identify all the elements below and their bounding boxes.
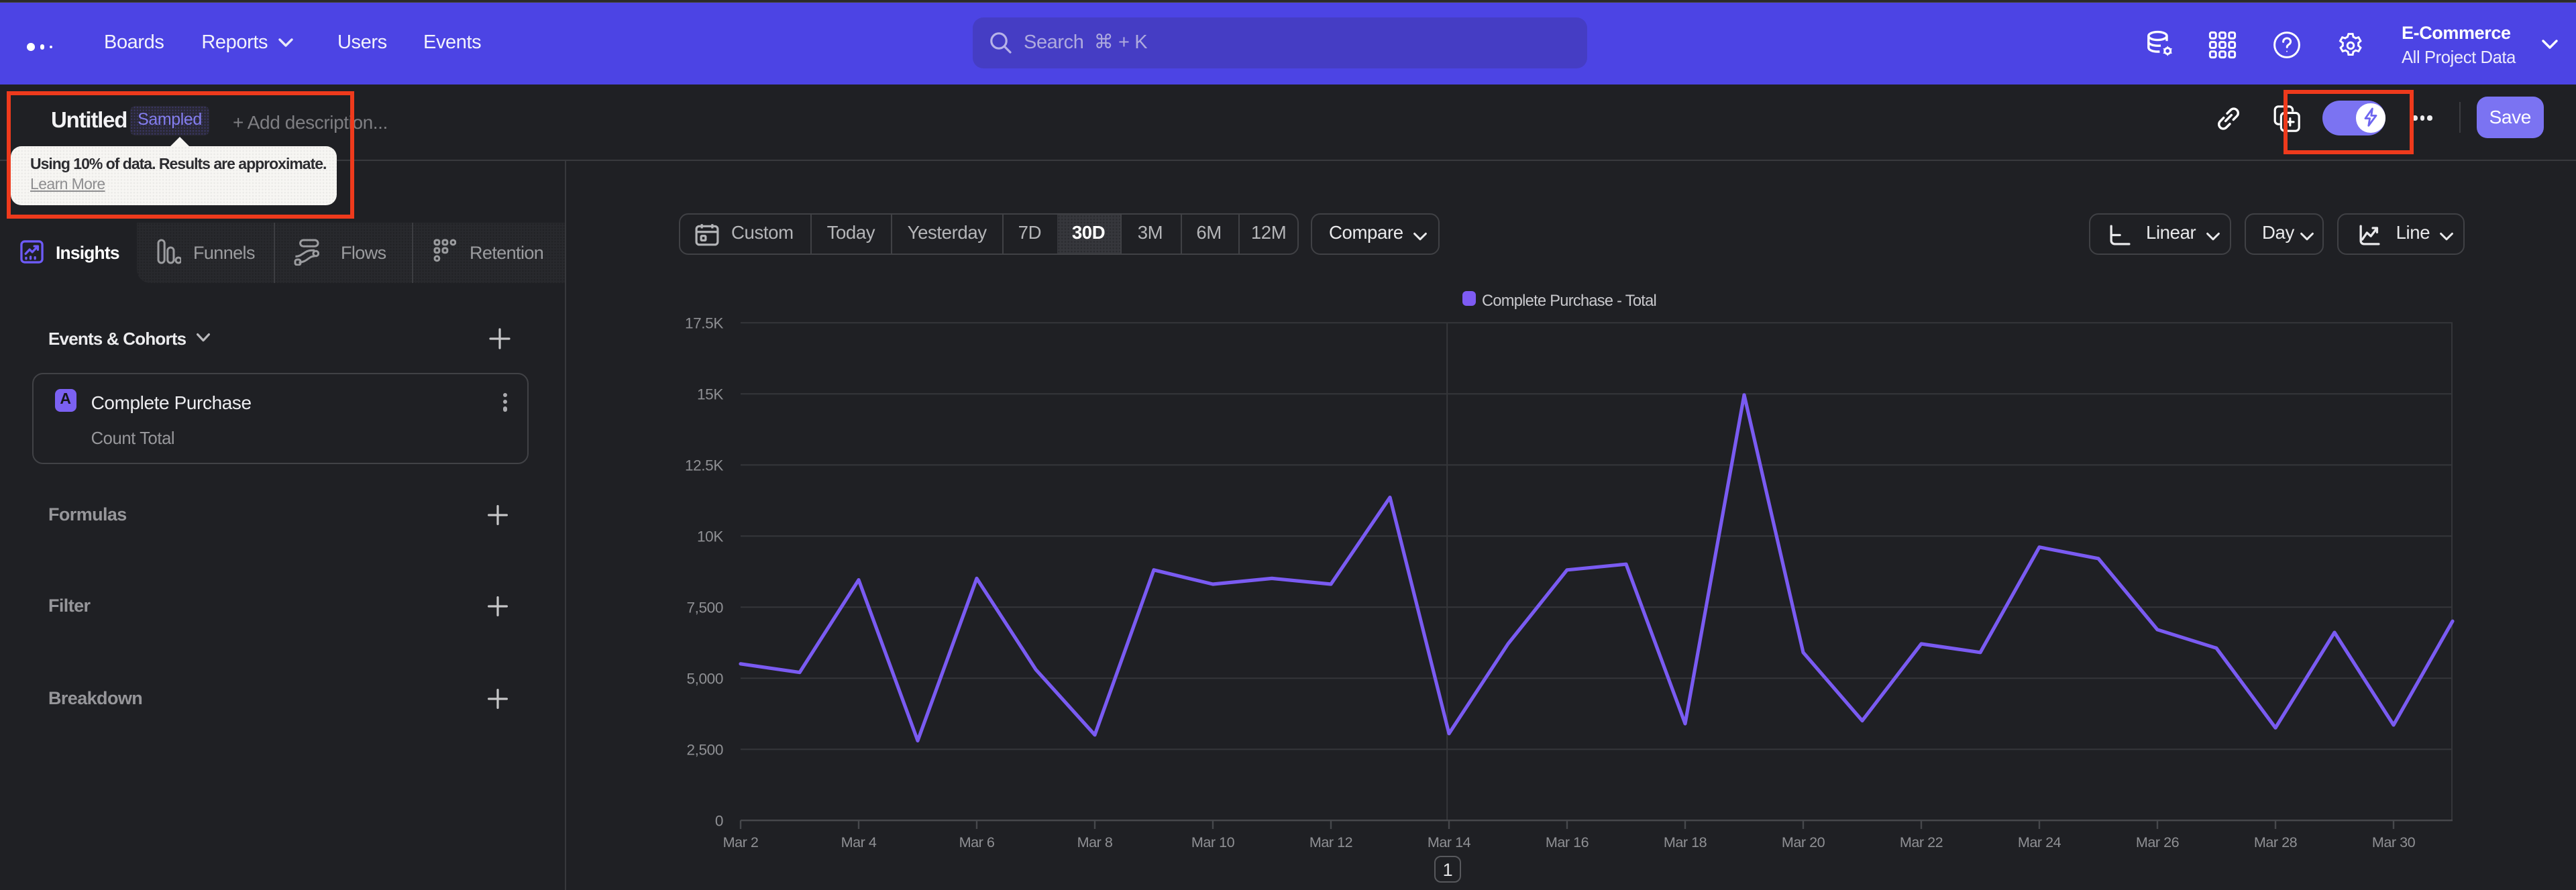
svg-text:Mar 26: Mar 26 <box>2136 834 2180 850</box>
svg-text:Mar 22: Mar 22 <box>1900 834 1943 850</box>
svg-text:10K: 10K <box>697 529 723 545</box>
svg-text:17.5K: 17.5K <box>685 315 723 332</box>
svg-text:0: 0 <box>715 813 723 830</box>
svg-text:Mar 6: Mar 6 <box>959 834 995 850</box>
svg-text:Mar 8: Mar 8 <box>1077 834 1113 850</box>
svg-text:Mar 4: Mar 4 <box>841 834 877 850</box>
svg-text:Mar 20: Mar 20 <box>1782 834 1825 850</box>
svg-text:Mar 12: Mar 12 <box>1309 834 1352 850</box>
svg-text:Mar 14: Mar 14 <box>1428 834 1471 850</box>
svg-text:2,500: 2,500 <box>686 742 723 759</box>
svg-text:Mar 18: Mar 18 <box>1664 834 1707 850</box>
svg-text:Mar 16: Mar 16 <box>1546 834 1589 850</box>
svg-text:15K: 15K <box>697 386 723 403</box>
svg-text:Mar 10: Mar 10 <box>1191 834 1235 850</box>
svg-text:5,000: 5,000 <box>686 671 723 687</box>
svg-text:7,500: 7,500 <box>686 600 723 616</box>
svg-text:12.5K: 12.5K <box>685 457 723 474</box>
svg-text:Mar 30: Mar 30 <box>2372 834 2416 850</box>
svg-text:Mar 24: Mar 24 <box>2018 834 2061 850</box>
svg-text:Mar 28: Mar 28 <box>2254 834 2298 850</box>
svg-text:Mar 2: Mar 2 <box>723 834 759 850</box>
